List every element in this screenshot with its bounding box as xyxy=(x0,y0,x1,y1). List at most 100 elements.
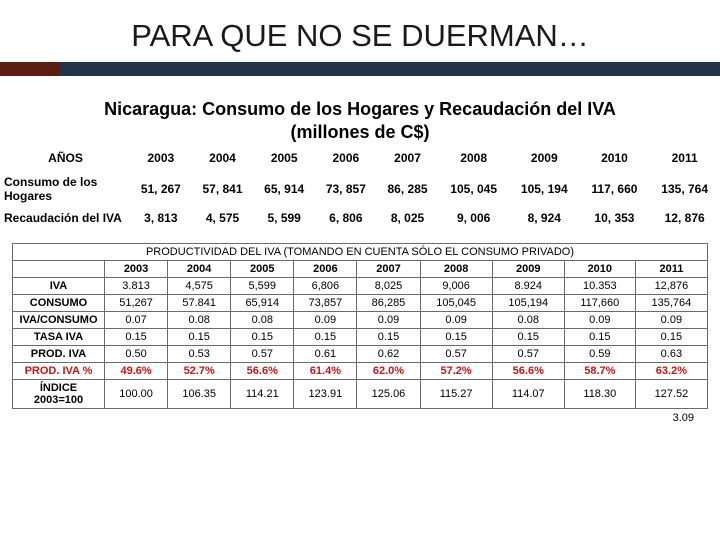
cell: 118.30 xyxy=(564,380,635,409)
cell: 135, 764 xyxy=(649,171,720,207)
cell: 57.841 xyxy=(168,295,231,312)
cell: 0.57 xyxy=(492,346,564,363)
cell: 3, 813 xyxy=(130,207,192,229)
cell: 0.15 xyxy=(294,329,357,346)
cell: 0.53 xyxy=(168,346,231,363)
cell: 51, 267 xyxy=(130,171,192,207)
cell: 0.15 xyxy=(564,329,635,346)
table-row: TASA IVA 0.150.150.150.150.150.150.150.1… xyxy=(13,329,708,346)
year-header: 2003 xyxy=(105,261,168,278)
cell: 0.08 xyxy=(231,312,294,329)
cell: 73,857 xyxy=(294,295,357,312)
cell: 0.15 xyxy=(105,329,168,346)
table-row: IVA/CONSUMO 0.070.080.080.090.090.090.08… xyxy=(13,312,708,329)
summary-year: 2009 xyxy=(509,149,580,171)
cell: 12,876 xyxy=(635,278,707,295)
subtitle-line2: (millones de C$) xyxy=(290,122,429,142)
cell: 0.50 xyxy=(105,346,168,363)
year-header: 2008 xyxy=(420,261,492,278)
summary-table-years-label: AÑOS xyxy=(0,149,130,171)
cell: 105,045 xyxy=(420,295,492,312)
cell: 135,764 xyxy=(635,295,707,312)
row-label: PROD. IVA xyxy=(13,346,105,363)
cell: 3.813 xyxy=(105,278,168,295)
row-label: PROD. IVA % xyxy=(13,363,105,380)
accent-bar xyxy=(0,62,720,76)
summary-year: 2005 xyxy=(253,149,315,171)
cell: 0.62 xyxy=(357,346,420,363)
cell: 114.21 xyxy=(231,380,294,409)
row-label: CONSUMO xyxy=(13,295,105,312)
cell: 5, 599 xyxy=(253,207,315,229)
summary-year: 2008 xyxy=(438,149,509,171)
accent-bar-navy xyxy=(60,62,720,76)
cell: 52.7% xyxy=(168,363,231,380)
cell: 106.35 xyxy=(168,380,231,409)
cell: 73, 857 xyxy=(315,171,377,207)
cell: 10, 353 xyxy=(580,207,650,229)
cell: 86,285 xyxy=(357,295,420,312)
cell: 123.91 xyxy=(294,380,357,409)
table-row: PROD. IVA % 49.6%52.7%56.6%61.4%62.0%57.… xyxy=(13,363,708,380)
footer-value: 3.09 xyxy=(12,409,708,424)
cell: 105,194 xyxy=(492,295,564,312)
summary-year: 2006 xyxy=(315,149,377,171)
year-header: 2007 xyxy=(357,261,420,278)
cell: 9, 006 xyxy=(438,207,509,229)
cell: 0.08 xyxy=(168,312,231,329)
productivity-table-wrapper: PRODUCTIVIDAD DEL IVA (TOMANDO EN CUENTA… xyxy=(0,229,720,424)
summary-year: 2010 xyxy=(580,149,650,171)
cell: 0.07 xyxy=(105,312,168,329)
cell: 4,575 xyxy=(168,278,231,295)
summary-table: AÑOS 2003 2004 2005 2006 2007 2008 2009 … xyxy=(0,149,720,229)
cell: 0.15 xyxy=(168,329,231,346)
cell: 61.4% xyxy=(294,363,357,380)
productivity-table-caption: PRODUCTIVIDAD DEL IVA (TOMANDO EN CUENTA… xyxy=(13,244,708,261)
cell: 0.15 xyxy=(231,329,294,346)
cell: 105, 194 xyxy=(509,171,580,207)
year-header: 2009 xyxy=(492,261,564,278)
cell: 0.15 xyxy=(492,329,564,346)
year-header: 2011 xyxy=(635,261,707,278)
cell: 0.57 xyxy=(420,346,492,363)
cell: 4, 575 xyxy=(192,207,254,229)
cell: 0.63 xyxy=(635,346,707,363)
productivity-table: PRODUCTIVIDAD DEL IVA (TOMANDO EN CUENTA… xyxy=(12,243,708,409)
row-label: IVA/CONSUMO xyxy=(13,312,105,329)
year-header: 2005 xyxy=(231,261,294,278)
summary-year: 2003 xyxy=(130,149,192,171)
row-label: Consumo de los Hogares xyxy=(0,171,130,207)
cell: 0.15 xyxy=(420,329,492,346)
accent-bar-brown xyxy=(0,62,60,76)
cell: 117, 660 xyxy=(580,171,650,207)
summary-year: 2011 xyxy=(649,149,720,171)
cell: 5,599 xyxy=(231,278,294,295)
blank-header xyxy=(13,261,105,278)
cell: 0.59 xyxy=(564,346,635,363)
cell: 105, 045 xyxy=(438,171,509,207)
cell: 125.06 xyxy=(357,380,420,409)
slide: PARA QUE NO SE DUERMAN… Nicaragua: Consu… xyxy=(0,0,720,540)
cell: 62.0% xyxy=(357,363,420,380)
cell: 12, 876 xyxy=(649,207,720,229)
cell: 49.6% xyxy=(105,363,168,380)
cell: 115.27 xyxy=(420,380,492,409)
cell: 0.09 xyxy=(635,312,707,329)
cell: 100.00 xyxy=(105,380,168,409)
table-row: PROD. IVA 0.500.530.570.610.620.570.570.… xyxy=(13,346,708,363)
cell: 10.353 xyxy=(564,278,635,295)
cell: 56.6% xyxy=(231,363,294,380)
cell: 0.15 xyxy=(357,329,420,346)
table-row: CONSUMO 51,26757.84165,91473,85786,28510… xyxy=(13,295,708,312)
row-label: IVA xyxy=(13,278,105,295)
cell: 65,914 xyxy=(231,295,294,312)
cell: 117,660 xyxy=(564,295,635,312)
row-label: TASA IVA xyxy=(13,329,105,346)
cell: 0.15 xyxy=(635,329,707,346)
cell: 58.7% xyxy=(564,363,635,380)
year-header: 2010 xyxy=(564,261,635,278)
cell: 0.09 xyxy=(420,312,492,329)
cell: 8,025 xyxy=(357,278,420,295)
cell: 127.52 xyxy=(635,380,707,409)
cell: 86, 285 xyxy=(377,171,439,207)
